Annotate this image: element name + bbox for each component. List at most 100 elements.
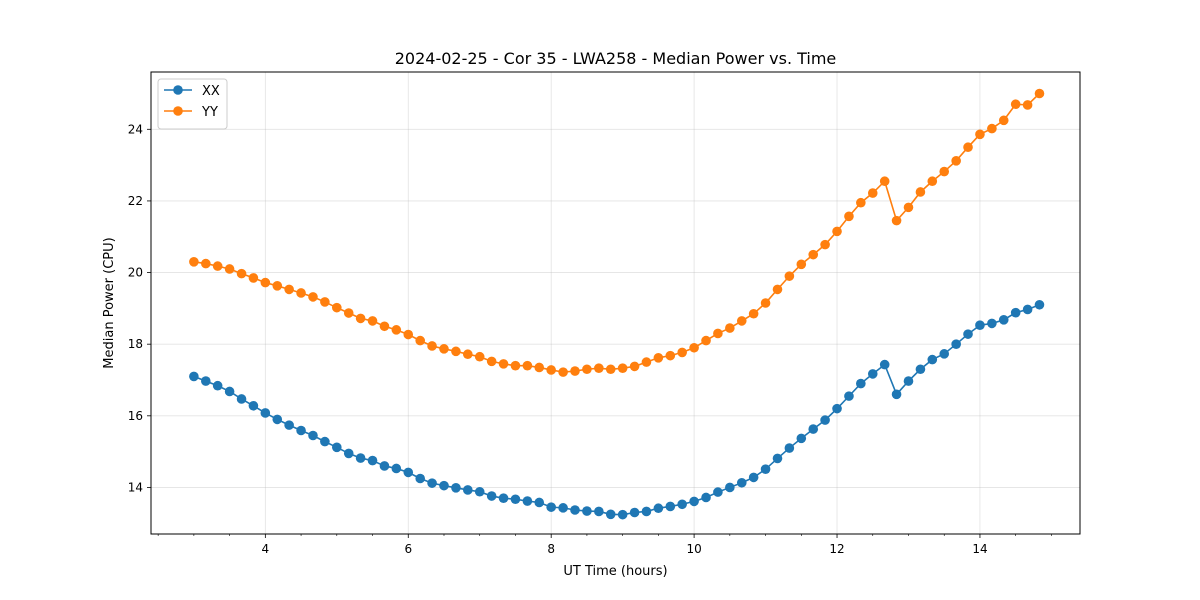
data-point-yy: [427, 341, 437, 351]
data-point-xx: [760, 464, 771, 474]
legend-label-yy: YY: [201, 105, 218, 120]
data-point-xx: [415, 473, 426, 484]
data-point-yy: [332, 302, 342, 313]
data-point-xx: [748, 472, 759, 483]
data-point-yy: [605, 364, 616, 375]
y-axis-label: Median Power (CPU): [102, 237, 117, 368]
data-point-xx: [689, 496, 699, 507]
data-point-yy: [260, 277, 271, 288]
data-point-yy: [320, 297, 330, 307]
data-point-xx: [332, 442, 342, 453]
axis-ticks: 4 6 8 10 12 14 14 16 18 20 22 24: [128, 122, 1052, 556]
data-point-yy: [951, 156, 961, 166]
data-point-yy: [879, 176, 890, 187]
data-point-yy: [725, 323, 735, 333]
data-point-yy: [772, 284, 783, 295]
data-point-xx: [201, 376, 211, 386]
legend-label-xx: XX: [202, 84, 220, 99]
data-point-yy: [1034, 88, 1045, 99]
data-point-yy: [796, 259, 807, 270]
data-point-yy: [415, 335, 426, 346]
data-point-yy: [987, 123, 997, 134]
data-point-xx: [1022, 304, 1033, 315]
data-point-yy: [736, 316, 747, 326]
data-point-xx: [820, 415, 830, 425]
data-point-xx: [963, 329, 973, 339]
data-point-yy: [677, 347, 687, 358]
data-point-xx: [391, 463, 402, 474]
data-point-yy: [272, 281, 283, 291]
data-point-yy: [391, 325, 402, 335]
data-point-yy: [963, 142, 973, 153]
data-point-xx: [522, 496, 533, 506]
data-point-xx: [641, 506, 652, 517]
data-point-xx: [891, 389, 902, 400]
data-point-xx: [212, 380, 223, 391]
data-point-yy: [1022, 100, 1033, 110]
data-point-yy: [665, 350, 676, 361]
data-point-xx: [570, 505, 580, 515]
data-point-yy: [748, 308, 759, 319]
data-point-yy: [510, 360, 521, 371]
data-point-yy: [236, 268, 247, 279]
data-point-yy: [570, 366, 580, 376]
data-point-xx: [558, 503, 568, 513]
data-point-xx: [451, 483, 461, 493]
data-point-yy: [558, 367, 568, 377]
data-point-yy: [808, 249, 819, 260]
data-point-yy: [403, 329, 414, 340]
data-point-yy: [343, 308, 354, 318]
data-point-xx: [796, 433, 807, 444]
data-point-yy: [367, 316, 378, 326]
y-tick-label: 24: [128, 122, 143, 136]
data-point-xx: [462, 485, 473, 495]
y-tick-label: 20: [128, 266, 143, 280]
data-point-xx: [987, 318, 997, 329]
x-tick-label: 10: [686, 542, 701, 556]
chart-title: 2024-02-25 - Cor 35 - LWA258 - Median Po…: [395, 49, 837, 68]
data-point-xx: [594, 506, 604, 517]
data-point-yy: [939, 166, 950, 177]
data-point-xx: [546, 502, 556, 512]
data-point-yy: [689, 342, 699, 353]
data-point-yy: [379, 321, 390, 332]
data-point-yy: [296, 288, 306, 298]
data-point-xx: [844, 391, 854, 401]
data-point-yy: [248, 273, 259, 283]
data-point-xx: [867, 369, 878, 379]
data-point-xx: [832, 403, 842, 414]
data-point-xx: [510, 494, 521, 505]
data-point-xx: [856, 378, 866, 389]
data-point-yy: [820, 239, 830, 250]
data-point-xx: [903, 376, 914, 386]
data-point-xx: [320, 436, 330, 447]
data-point-xx: [308, 430, 318, 441]
data-point-xx: [534, 497, 545, 508]
data-point-xx: [998, 315, 1009, 325]
x-tick-label: 4: [262, 542, 270, 556]
legend-marker-yy: [173, 106, 183, 116]
data-point-xx: [582, 506, 592, 516]
data-point-xx: [772, 453, 783, 464]
data-point-xx: [260, 408, 271, 418]
x-axis-label: UT Time (hours): [563, 564, 667, 579]
data-point-yy: [534, 362, 545, 373]
data-point-xx: [736, 477, 747, 488]
data-point-xx: [1034, 299, 1045, 310]
data-point-yy: [760, 298, 771, 308]
data-point-xx: [284, 420, 294, 430]
y-tick-label: 16: [128, 409, 143, 423]
data-point-xx: [236, 394, 247, 404]
data-point-xx: [701, 492, 711, 503]
data-point-yy: [189, 257, 199, 267]
data-point-xx: [1010, 307, 1021, 318]
data-point-xx: [296, 425, 306, 436]
data-point-xx: [725, 482, 735, 493]
data-point-yy: [713, 328, 723, 339]
data-point-yy: [975, 129, 985, 140]
data-point-xx: [355, 453, 366, 463]
x-tick-label: 14: [972, 542, 987, 556]
data-point-xx: [248, 400, 259, 411]
data-point-xx: [951, 339, 961, 349]
data-point-yy: [867, 188, 878, 198]
